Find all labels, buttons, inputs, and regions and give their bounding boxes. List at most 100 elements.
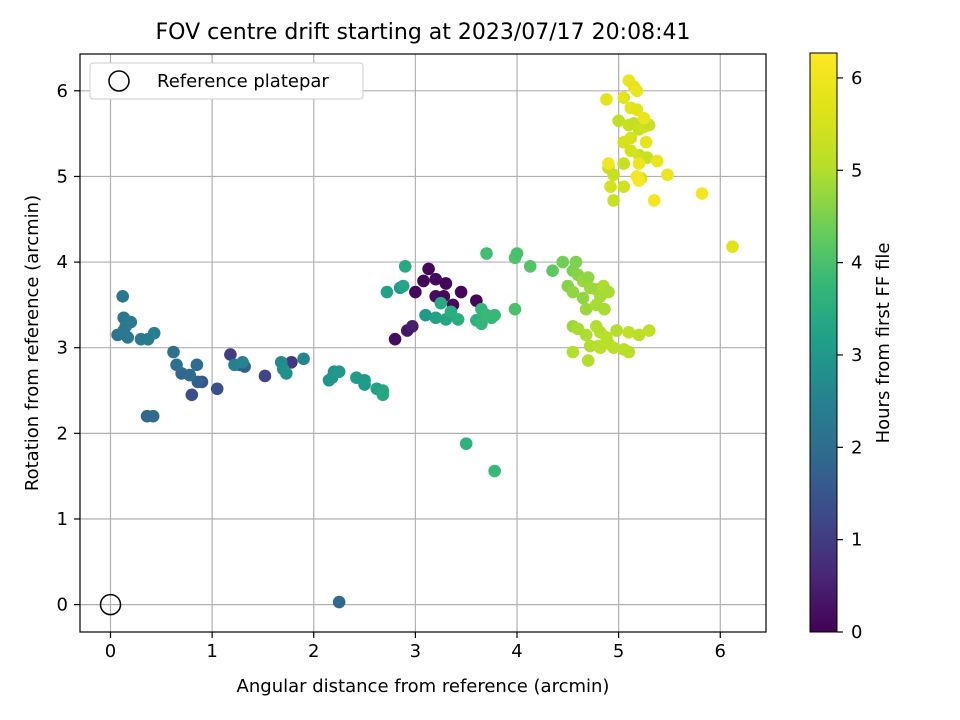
scatter-point [617,157,631,170]
scatter-point [380,285,394,299]
scatter-point [622,325,636,339]
x-tick-label: 0 [105,641,116,662]
scatter-point [454,285,468,299]
scatter-point [607,341,620,355]
y-axis-ticks: 0 1 2 3 4 5 6 [57,81,80,616]
scatter-point [396,279,410,293]
scatter-point [607,168,620,182]
scatter-point [579,328,593,342]
scatter-point [617,180,631,194]
scatter-point [594,341,607,355]
scatter-point [451,313,465,326]
scatter-point [581,271,595,284]
scatter-point [422,262,435,276]
scatter-point [630,103,644,116]
legend-box [89,62,364,100]
scatter-point [409,285,422,299]
x-tick-label: 6 [715,641,726,662]
plot-frame [79,53,767,633]
reference-point [99,593,122,616]
scatter-point [624,131,638,145]
scatter-point [429,311,443,325]
scatter-point [726,240,739,253]
legend-label: Reference platepar [157,71,329,92]
scatter-point [598,302,611,316]
scatter-point [185,388,199,402]
reference-platepar-marker [99,593,122,616]
scatter-point [459,437,473,450]
x-tick-label: 2 [308,641,319,662]
scatter-point [147,326,161,340]
scatter-point [332,595,346,609]
scatter-point [632,328,646,342]
scatter-point [117,324,131,337]
scatter-point [581,354,595,367]
scatter-point [600,93,613,106]
y-tick-label: 0 [57,595,68,616]
x-tick-label: 1 [206,641,217,662]
scatter-point [224,348,237,361]
scatter-point [398,260,412,273]
scatter-point [510,247,524,260]
scatter-point [632,174,646,188]
colorbar-label: Hours from first FF file [873,243,894,444]
y-tick-label: 5 [57,166,68,187]
y-tick-label: 6 [57,81,68,102]
scatter-point [419,308,432,322]
scatter-point [661,168,674,182]
data-points [111,74,739,609]
scatter-point [406,320,419,333]
scatter-point [190,358,204,372]
scatter-point [439,277,453,290]
scatter-point [624,144,638,158]
scatter-point [146,409,160,423]
scatter-point [617,91,631,104]
scatter-point [569,255,583,269]
y-tick-label: 1 [57,509,68,530]
scatter-point [332,365,346,378]
scatter-point [417,274,430,288]
scatter-point [258,369,272,383]
scatter-point [642,324,656,337]
scatter-point [612,114,625,128]
scatter-point [637,111,651,125]
colorbar-tick-label: 1 [851,530,862,551]
scatter-point [546,264,559,277]
legend-marker [108,70,130,92]
scatter-point [602,157,615,170]
colorbar-ticks: 0 1 2 3 4 5 6 [837,68,862,643]
scatter-point [488,464,501,478]
scatter-point [183,368,197,382]
scatter-point [650,154,664,168]
scatter-point [607,194,620,207]
scatter-point [556,255,570,269]
scatter-point [639,135,653,149]
scatter-point [604,180,617,194]
scatter-point [116,290,129,303]
y-axis-label: Rotation from reference (arcmin) [22,195,43,491]
scatter-point [610,324,623,337]
chart-title: FOV centre drift starting at 2023/07/17 … [156,20,691,45]
scatter-point [630,84,644,98]
colorbar-tick-label: 2 [851,437,862,458]
scatter-point [566,345,580,359]
scatter-point [236,355,249,369]
x-axis-ticks: 0 1 2 3 4 5 6 [105,632,726,662]
y-tick-label: 4 [57,252,68,273]
scatter-point [480,247,493,260]
colorbar-tick-label: 6 [851,68,862,89]
scatter-point [388,332,402,346]
scatter-point [170,358,183,372]
x-axis-label: Angular distance from reference (arcmin) [237,676,610,697]
colorbar-tick-label: 4 [851,253,862,274]
legend: Reference platepar [89,62,364,100]
scatter-point [434,296,448,310]
scatter-point [576,291,590,305]
colorbar [809,52,838,633]
scatter-point [695,187,709,200]
x-tick-label: 3 [410,641,421,662]
colorbar-tick-label: 0 [851,622,862,643]
gridlines [80,54,766,632]
scatter-point [602,285,615,299]
